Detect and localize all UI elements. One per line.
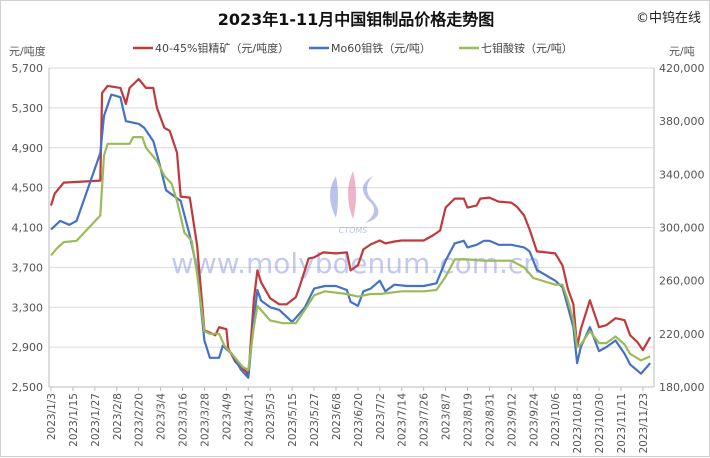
right-tick-label: 220,000: [659, 328, 705, 341]
right-tick-label: 260,000: [659, 275, 705, 288]
left-tick-label: 4,500: [12, 182, 44, 195]
axes: 5,700 5,300 4,900 4,500 4,100 3,700 3,300 2,900…: [12, 62, 705, 454]
x-tick-label: 2023/6/20: [353, 393, 365, 447]
x-tick-label: 2023/9/24: [528, 393, 540, 447]
left-tick-label: 3,300: [12, 301, 44, 314]
series-line-0: [49, 77, 652, 379]
x-tick-label: 2023/4/9: [221, 393, 233, 440]
copyright-label: ©中钨在线: [636, 10, 701, 26]
x-tick-label: 2023/10/30: [594, 393, 606, 454]
x-tick-label: 2023/8/7: [441, 393, 453, 440]
left-tick-label: 3,700: [12, 261, 44, 274]
series-line-2: [50, 136, 651, 371]
chart-title: 2023年1-11月中国钼制品价格走势图: [218, 10, 495, 29]
svg-text:CTOMS: CTOMS: [339, 226, 368, 235]
watermark-text: www.molybdenum.com.cn: [171, 247, 541, 280]
right-tick-label: 380,000: [659, 115, 705, 128]
x-tick-label: 2023/6/8: [331, 393, 343, 440]
left-tick-label: 2,500: [12, 381, 44, 394]
x-tick-label: 2023/8/19: [462, 393, 474, 447]
legend: 40-45%钼精矿（元/吨度） Mo60钼铁（元/吨） 七钼酸铵（元/吨）: [133, 41, 573, 55]
x-tick-label: 2023/2/20: [134, 393, 146, 447]
x-tick-label: 2023/2/8: [112, 393, 124, 440]
left-axis-unit: 元/吨度: [9, 44, 46, 58]
x-tick-label: 2023/11/11: [616, 393, 628, 454]
x-tick-label: 2023/10/18: [572, 393, 584, 454]
x-tick-label: 2023/5/15: [287, 393, 299, 447]
x-tick-label: 2023/1/3: [46, 393, 58, 440]
x-tick-label: 2023/4/21: [243, 393, 255, 447]
x-tick-label: 2023/5/27: [309, 393, 321, 447]
left-tick-label: 5,700: [12, 62, 44, 75]
right-tick-label: 300,000: [659, 222, 705, 235]
legend-label-1: Mo60钼铁（元/吨）: [331, 41, 431, 55]
left-tick-label: 4,900: [12, 142, 44, 155]
left-tick-label: 5,300: [12, 102, 44, 115]
x-tick-label: 2023/10/6: [550, 393, 562, 447]
x-tick-label: 2023/3/28: [199, 393, 211, 447]
right-axis-unit: 元/吨: [669, 45, 695, 58]
x-tick-label: 2023/3/16: [178, 393, 190, 447]
x-tick-label: 2023/8/31: [484, 393, 496, 447]
ctoms-logo: CTOMS: [330, 171, 379, 235]
x-tick-label: 2023/3/4: [156, 393, 168, 440]
watermark: CTOMS www.molybdenum.com.cn: [171, 171, 541, 280]
x-tick-label: 2023/1/15: [68, 393, 80, 447]
legend-label-0: 40-45%钼精矿（元/吨度）: [155, 41, 289, 55]
x-tick-label: 2023/1/27: [90, 393, 102, 447]
right-tick-label: 180,000: [659, 381, 705, 394]
x-tick-label: 2023/7/26: [419, 393, 431, 447]
series-lines: [49, 77, 652, 379]
x-tick-label: 2023/7/14: [397, 393, 409, 447]
right-tick-label: 420,000: [659, 62, 705, 75]
x-tick-label: 2023/7/2: [375, 393, 387, 440]
x-tick-label: 2023/11/23: [638, 393, 650, 454]
left-tick-label: 4,100: [12, 222, 44, 235]
left-tick-label: 2,900: [12, 341, 44, 354]
x-tick-label: 2023/5/3: [265, 393, 277, 440]
legend-label-2: 七钼酸铵（元/吨）: [481, 41, 573, 55]
right-tick-label: 340,000: [659, 168, 705, 181]
x-tick-label: 2023/9/12: [506, 393, 518, 447]
